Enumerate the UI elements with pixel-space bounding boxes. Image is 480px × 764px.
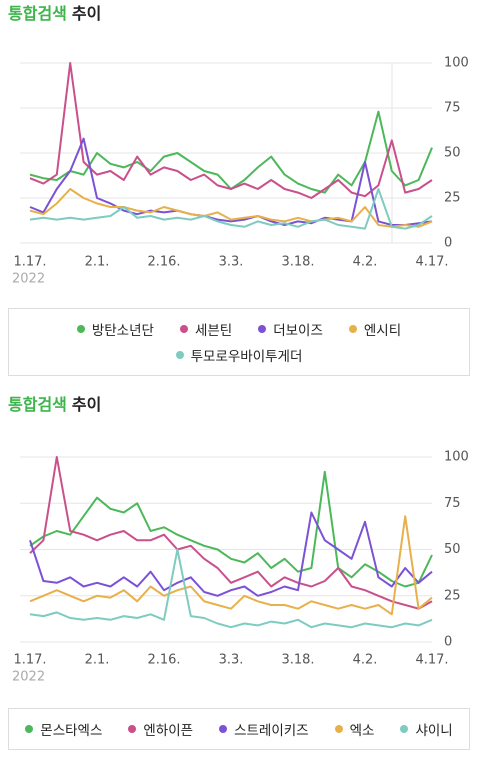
legend-item[interactable]: 세븐틴 bbox=[179, 319, 233, 339]
y-tick-label: 50 bbox=[444, 542, 461, 557]
legend-item[interactable]: 엔시티 bbox=[348, 319, 402, 339]
legend-label: 세븐틴 bbox=[194, 323, 233, 339]
title-rest: 추이 bbox=[72, 395, 101, 414]
x-tick-label: 2.16. bbox=[147, 653, 180, 668]
y-tick-label: 0 bbox=[444, 635, 452, 650]
x-tick-label: 4.2. bbox=[353, 255, 378, 270]
x-tick-label: 3.3. bbox=[219, 255, 244, 270]
legend-item[interactable]: 엑소 bbox=[334, 719, 375, 739]
legend: 몬스타엑스 엔하이픈 스트레이키즈 엑소 샤이니 bbox=[8, 708, 470, 750]
legend-label: 더보이즈 bbox=[273, 323, 323, 339]
series-line bbox=[29, 188, 433, 228]
series-line bbox=[29, 62, 433, 199]
y-tick-label: 25 bbox=[444, 588, 461, 603]
y-tick-label: 25 bbox=[444, 191, 461, 206]
y-tick-label: 100 bbox=[444, 450, 469, 465]
x-tick-label: 3.3. bbox=[219, 653, 244, 668]
x-tick-label: 3.18. bbox=[281, 255, 314, 270]
legend-label: 엔시티 bbox=[363, 323, 402, 339]
legend-dot bbox=[400, 725, 409, 733]
legend-label: 스트레이키즈 bbox=[234, 723, 309, 739]
x-tick-label: 4.17. bbox=[415, 255, 448, 270]
x-tick-label: 4.17. bbox=[415, 653, 448, 668]
legend-item[interactable]: 스트레이키즈 bbox=[219, 719, 309, 739]
x-tick-label: 4.2. bbox=[353, 653, 378, 668]
legend-label: 샤이니 bbox=[415, 723, 453, 739]
legend-label: 몬스타엑스 bbox=[40, 723, 103, 739]
x-tick-label: 2.1. bbox=[85, 255, 110, 270]
y-tick-label: 100 bbox=[444, 56, 469, 71]
legend-dot bbox=[25, 725, 34, 733]
legend-dot bbox=[258, 325, 267, 333]
title-rest: 추이 bbox=[72, 4, 101, 23]
chart-title: 통합검색 추이 bbox=[8, 395, 101, 414]
title-accent: 통합검색 bbox=[8, 395, 67, 414]
x-tick-label: 2.16. bbox=[147, 255, 180, 270]
series-line bbox=[29, 137, 433, 226]
legend-item[interactable]: 투모로우바이투게더 bbox=[175, 345, 303, 365]
legend-item[interactable]: 방탄소년단 bbox=[76, 319, 154, 339]
legend-dot bbox=[219, 725, 228, 733]
x-tick-label: 1.17. bbox=[13, 653, 46, 668]
legend-dot bbox=[334, 725, 343, 733]
legend-item[interactable]: 엔하이픈 bbox=[128, 719, 193, 739]
legend-dot bbox=[128, 725, 137, 733]
series-line bbox=[29, 456, 433, 610]
chart-title: 통합검색 추이 bbox=[8, 4, 101, 23]
series-line bbox=[29, 511, 433, 597]
title-accent: 통합검색 bbox=[8, 4, 67, 23]
x-year-label: 2022 bbox=[12, 272, 45, 287]
series-line bbox=[29, 470, 433, 588]
series-line bbox=[29, 188, 433, 230]
legend-item[interactable]: 더보이즈 bbox=[258, 319, 323, 339]
legend-dot bbox=[76, 325, 85, 333]
legend-dot bbox=[179, 325, 188, 333]
x-tick-label: 3.18. bbox=[281, 653, 314, 668]
series-line bbox=[29, 515, 433, 616]
y-tick-label: 75 bbox=[444, 101, 461, 116]
y-tick-label: 75 bbox=[444, 496, 461, 511]
legend-dot bbox=[348, 325, 357, 333]
y-tick-label: 50 bbox=[444, 146, 461, 161]
series-line bbox=[29, 548, 433, 629]
legend-label: 투모로우바이투게더 bbox=[190, 349, 303, 365]
legend-item[interactable]: 샤이니 bbox=[400, 719, 453, 739]
x-tick-label: 2.1. bbox=[85, 653, 110, 668]
series-line bbox=[29, 110, 433, 194]
legend-label: 엑소 bbox=[349, 723, 375, 739]
legend-label: 엔하이픈 bbox=[143, 723, 194, 739]
legend-item[interactable]: 몬스타엑스 bbox=[25, 719, 102, 739]
legend-dot bbox=[175, 351, 184, 359]
x-tick-label: 1.17. bbox=[13, 255, 46, 270]
x-year-label: 2022 bbox=[12, 670, 45, 685]
y-tick-label: 0 bbox=[444, 236, 452, 251]
legend-label: 방탄소년단 bbox=[91, 323, 154, 339]
